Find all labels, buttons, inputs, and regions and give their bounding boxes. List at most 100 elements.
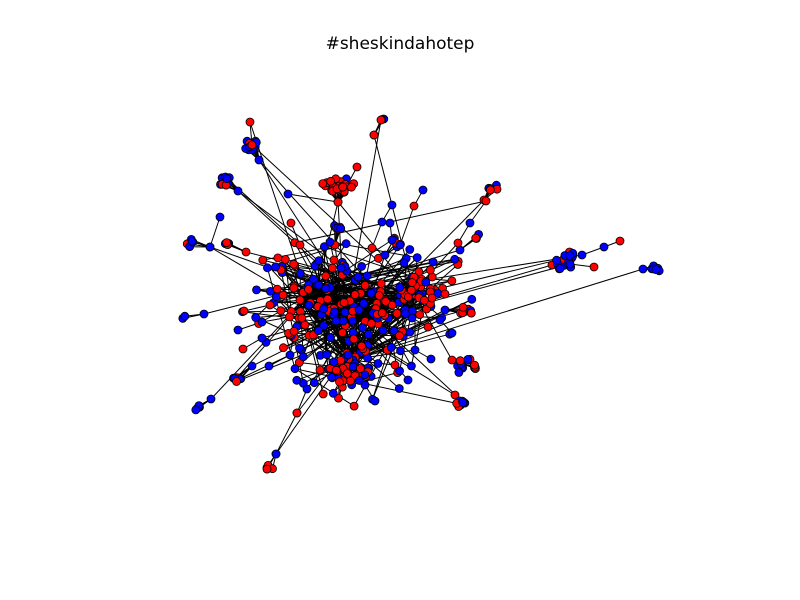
graph-node-red — [333, 197, 343, 207]
graph-node-blue — [336, 224, 346, 233]
graph-node-red — [289, 283, 299, 293]
graph-node-red — [425, 265, 435, 275]
graph-node-red — [485, 185, 495, 195]
graph-edge — [324, 246, 415, 278]
graph-node-red — [409, 201, 419, 211]
graph-node-blue — [290, 364, 300, 374]
graph-node-red — [349, 334, 359, 344]
graph-node-red — [241, 247, 251, 257]
graph-node-red — [238, 344, 248, 354]
graph-node-blue — [380, 250, 390, 260]
graph-node-blue — [454, 368, 464, 377]
graph-node-blue — [187, 236, 197, 246]
graph-node-red — [367, 243, 377, 253]
graph-node-blue — [359, 298, 369, 308]
graph-node-blue — [463, 354, 473, 364]
graph-node-blue — [396, 346, 405, 356]
graph-node-red — [466, 308, 476, 318]
graph-edge — [251, 144, 416, 296]
graph-node-blue — [357, 261, 367, 271]
graph-node-red — [481, 196, 491, 206]
graph-node-blue — [458, 398, 468, 408]
graph-node-blue — [389, 326, 399, 336]
graph-node-blue — [191, 405, 201, 415]
graph-node-blue — [222, 174, 232, 184]
graph-node-blue — [373, 359, 383, 368]
graph-node-red — [285, 312, 294, 322]
graph-node-red — [273, 253, 283, 263]
graph-node-red — [458, 302, 468, 312]
graph-node-blue — [295, 343, 304, 353]
graph-node-blue — [314, 256, 324, 266]
graph-node-blue — [348, 316, 358, 326]
graph-node-red — [345, 376, 355, 386]
graph-edge — [371, 221, 383, 249]
graph-node-blue — [343, 350, 353, 360]
graph-node-red — [327, 263, 337, 273]
graph-node-blue — [205, 242, 215, 252]
graph-node-red — [222, 238, 232, 248]
graph-edge — [255, 317, 351, 361]
graph-node-blue — [418, 185, 428, 195]
graph-node-red — [280, 255, 290, 264]
graph-node-blue — [283, 189, 293, 199]
graph-node-red — [337, 328, 347, 338]
graph-edge — [414, 294, 453, 361]
graph-node-blue — [271, 262, 280, 272]
graph-node-blue — [354, 305, 364, 315]
graph-node-red — [338, 182, 348, 192]
graph-node-blue — [552, 255, 561, 265]
graph-node-blue — [322, 350, 332, 360]
graph-node-blue — [395, 240, 405, 250]
graph-node-blue — [251, 313, 261, 322]
graph-node-red — [321, 271, 331, 281]
graph-node-red — [406, 285, 416, 295]
graph-node-blue — [340, 307, 350, 317]
graph-node-red — [335, 377, 344, 387]
graph-node-red — [295, 240, 305, 250]
graph-node-blue — [331, 316, 341, 326]
graph-node-blue — [377, 217, 387, 227]
graph-node-red — [329, 255, 339, 265]
graph-node-blue — [435, 315, 445, 325]
graph-edge — [287, 193, 339, 203]
graph-node-blue — [555, 264, 565, 273]
graph-edge — [243, 304, 271, 312]
graph-node-blue — [348, 362, 358, 372]
graph-node-blue — [309, 378, 319, 388]
graph-node-red — [286, 218, 296, 228]
graph-node-blue — [399, 258, 409, 268]
graph-node-blue — [386, 342, 396, 352]
graph-node-red — [315, 365, 325, 375]
graph-node-red — [381, 297, 391, 306]
graph-edge — [349, 268, 644, 361]
graph-edge — [469, 200, 487, 224]
graph-node-blue — [395, 366, 405, 376]
graph-edge — [346, 330, 395, 354]
graph-edge — [294, 368, 355, 407]
graph-node-red — [318, 179, 328, 189]
graph-node-red — [326, 176, 336, 186]
graph-node-blue — [328, 388, 338, 398]
graph-node-blue — [298, 352, 308, 362]
graph-node-red — [376, 115, 386, 125]
graph-node-blue — [180, 311, 190, 321]
graph-node-red — [419, 295, 429, 305]
graph-node-red — [276, 306, 286, 316]
graph-node-red — [407, 278, 417, 288]
graph-edge — [349, 312, 472, 363]
graph-node-red — [300, 320, 310, 330]
graph-node-red — [355, 364, 365, 373]
graph-node-red — [455, 356, 465, 366]
graph-edge — [237, 190, 386, 301]
graph-node-red — [258, 255, 268, 265]
graph-node-blue — [440, 305, 450, 315]
graph-node-blue — [327, 372, 336, 382]
graph-node-blue — [421, 277, 431, 287]
graph-node-blue — [309, 274, 318, 284]
graph-node-blue — [565, 251, 575, 261]
graph-node-blue — [412, 253, 422, 263]
graph-node-red — [349, 401, 359, 411]
graph-edge — [275, 412, 298, 455]
